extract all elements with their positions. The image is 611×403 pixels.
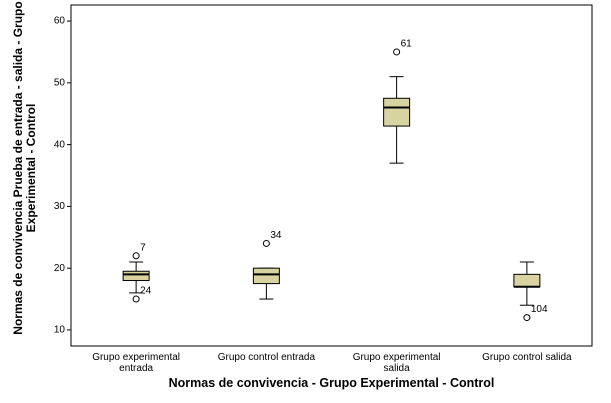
y-axis-title: Normas de convivencia Prueba de entrada …	[11, 1, 38, 335]
outlier-label: 61	[401, 39, 413, 50]
y-tick-label: 30	[54, 201, 66, 212]
x-tick-label: Grupo control salida	[482, 352, 572, 363]
x-tick-label: Grupo experimental entrada	[92, 352, 181, 374]
outlier-label: 7	[140, 242, 146, 253]
outlier	[132, 252, 140, 260]
y-tick-label: 60	[54, 16, 66, 27]
y-tick-label: 50	[54, 77, 66, 88]
y-tick-label: 10	[54, 325, 66, 336]
outlier	[132, 295, 140, 303]
outlier-label: 24	[140, 286, 152, 297]
outlier-label: 104	[531, 304, 548, 315]
outlier	[262, 239, 270, 247]
x-axis-title: Normas de convivencia - Grupo Experiment…	[168, 376, 495, 390]
box	[383, 97, 411, 127]
plot-frame	[70, 4, 593, 347]
y-tick-label: 40	[54, 139, 66, 150]
outlier	[523, 314, 531, 322]
box	[122, 270, 150, 282]
box	[252, 267, 280, 285]
x-tick-label: Grupo control entrada	[217, 352, 316, 363]
outlier-label: 34	[270, 230, 282, 241]
outlier	[393, 48, 401, 56]
y-tick-label: 20	[54, 263, 66, 274]
x-tick-label: Grupo experimental salida	[352, 352, 441, 374]
box	[513, 273, 541, 288]
